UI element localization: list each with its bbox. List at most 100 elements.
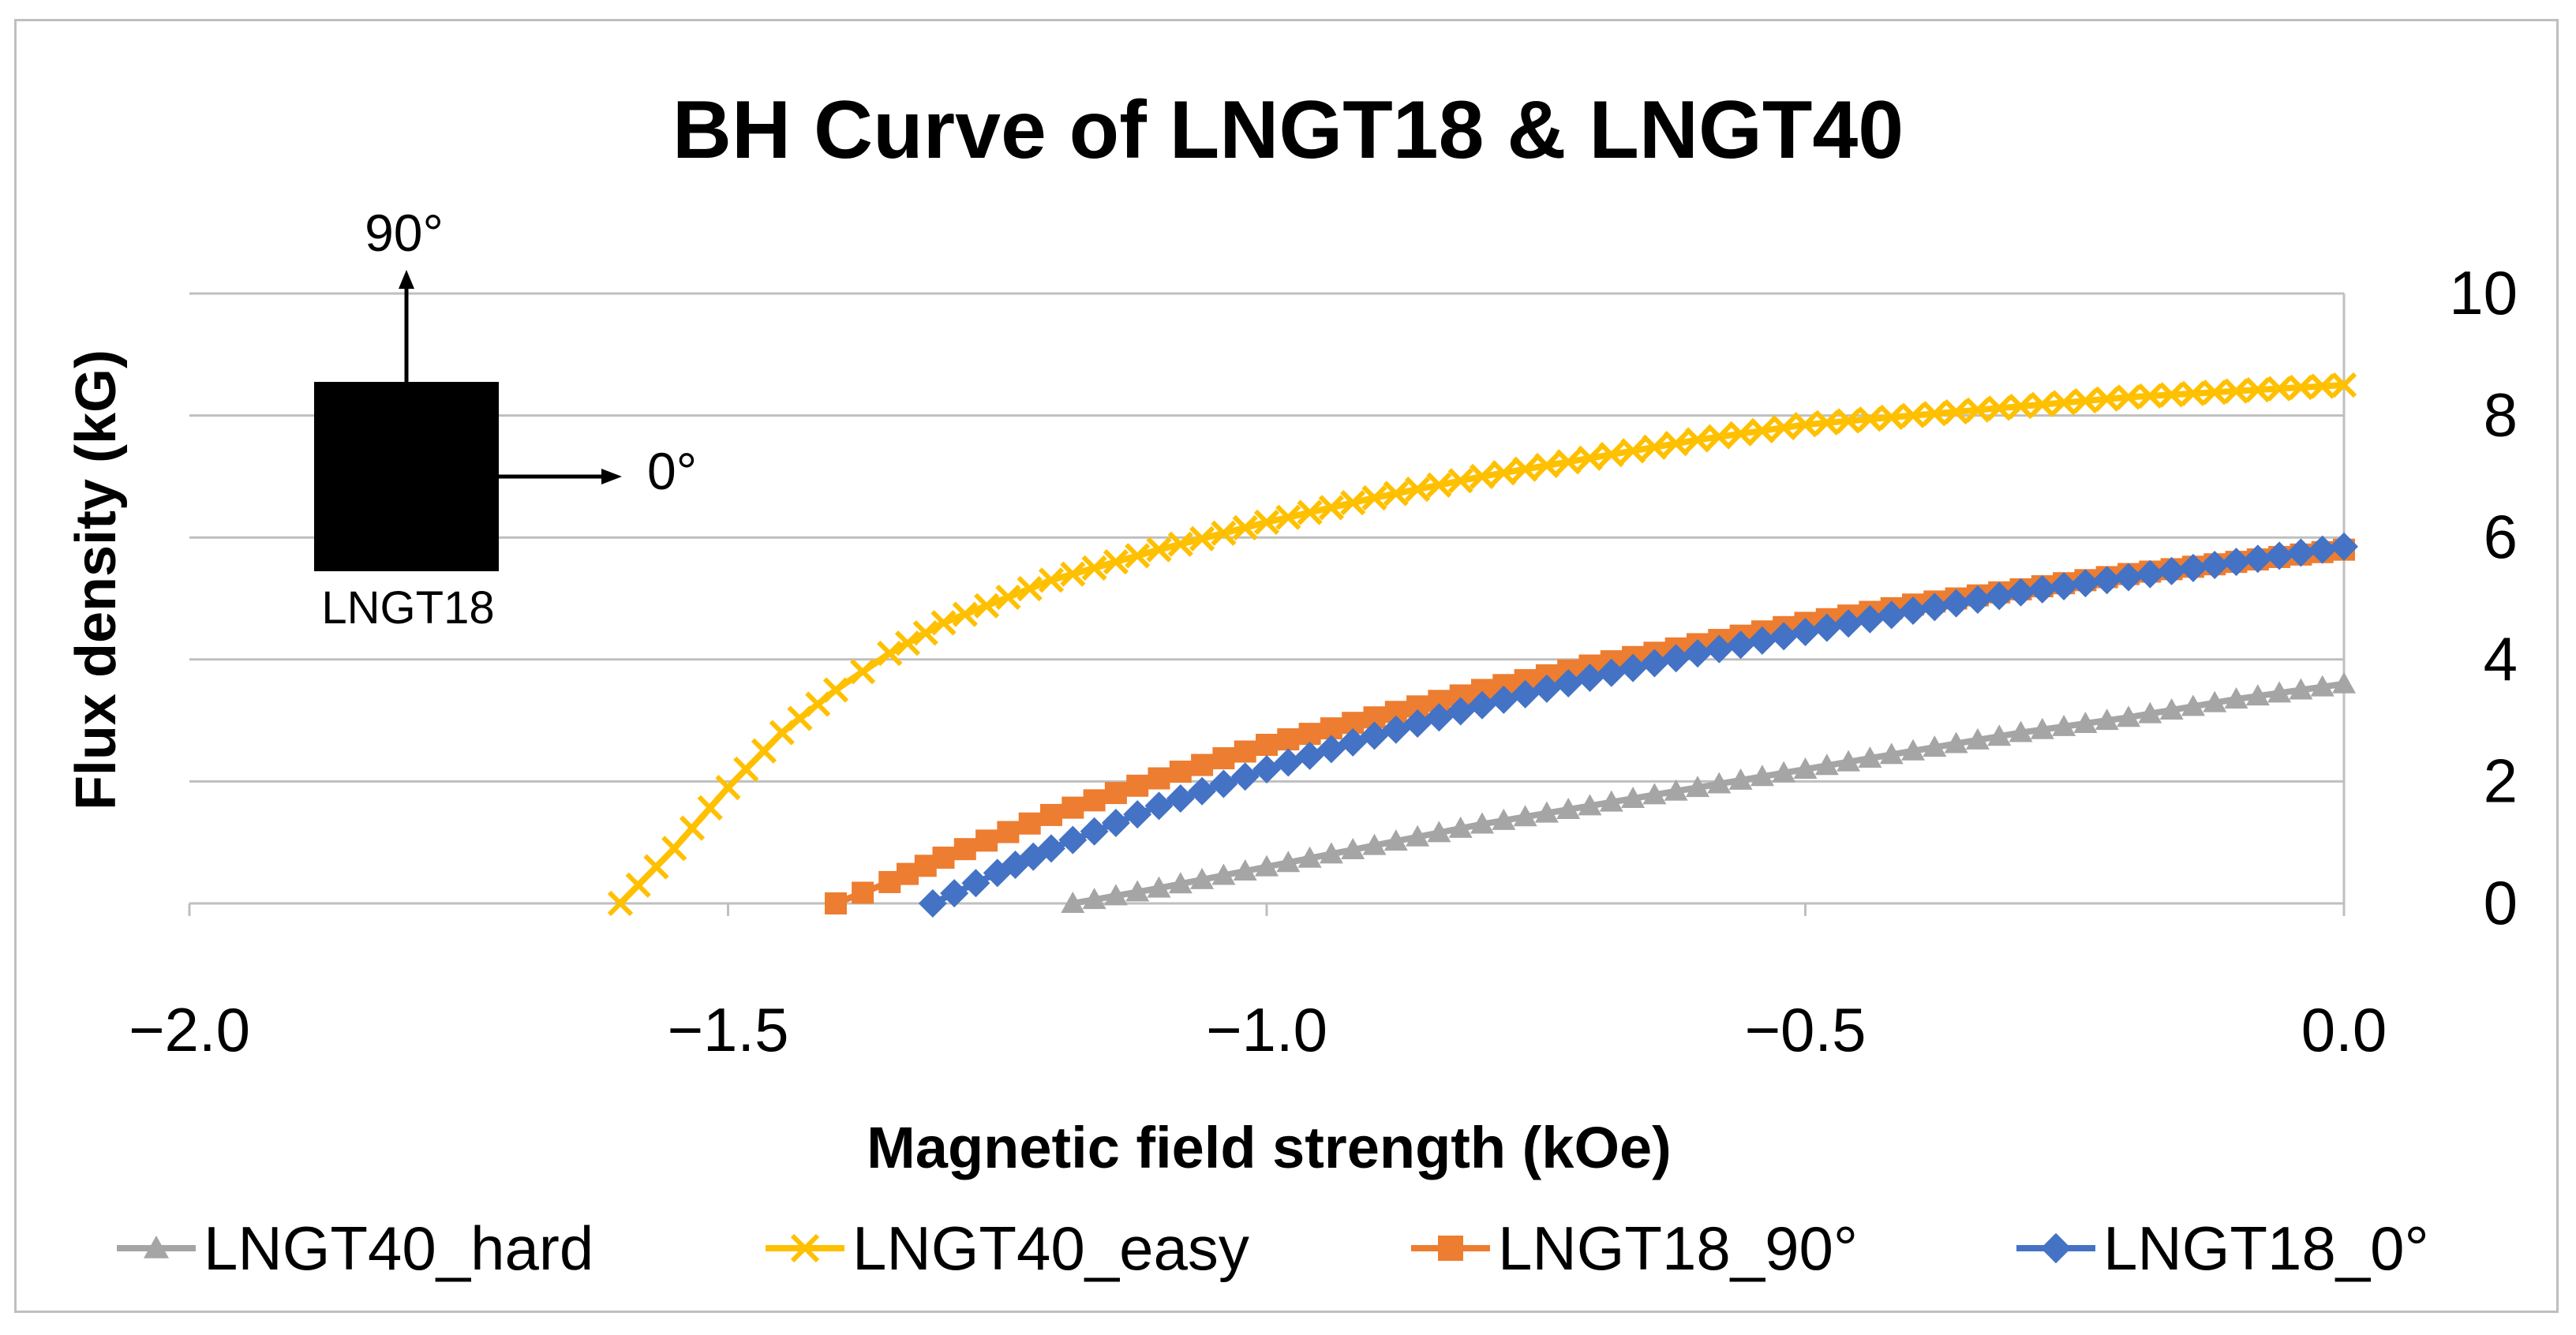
y-tick-label: 10 <box>2449 258 2518 327</box>
data-point-x-stroke <box>2245 377 2271 403</box>
data-point-triangle <box>2181 694 2205 716</box>
data-point-square <box>1234 740 1256 763</box>
axes <box>188 294 2346 916</box>
data-point-x-stroke <box>1038 567 1065 593</box>
data-point-triangle <box>1965 727 1990 750</box>
data-point-x-stroke <box>2159 382 2185 408</box>
data-point-x <box>1189 525 1215 552</box>
data-point-x <box>1125 543 1151 569</box>
data-point-x-stroke <box>2180 380 2207 406</box>
data-point-x <box>2266 376 2293 402</box>
data-point-x <box>973 593 1000 619</box>
data-point-x <box>2331 372 2357 398</box>
data-point-x-stroke <box>2266 376 2293 402</box>
data-point-diamond <box>1230 762 1260 791</box>
data-point-x-stroke <box>1835 408 1862 434</box>
data-point-x-stroke <box>790 1233 820 1263</box>
data-point-x <box>1922 401 1948 427</box>
data-point-x <box>2202 380 2228 406</box>
y-axis-label: Flux density (kG) <box>65 350 128 810</box>
data-point-x-stroke <box>1469 463 1496 490</box>
data-point-x-stroke <box>2115 384 2142 410</box>
data-point-diamond <box>1123 800 1152 829</box>
data-point-triangle <box>2267 681 2292 703</box>
data-point-x <box>894 630 921 656</box>
data-point-triangle <box>2245 684 2270 706</box>
data-point-x <box>930 610 957 636</box>
data-point-x <box>1103 548 1129 575</box>
legend-item: LNGT40_hard <box>117 1213 593 1283</box>
data-point-x-stroke <box>995 584 1021 611</box>
y-tick-label: 0 <box>2484 868 2518 937</box>
data-point-square <box>1083 789 1106 812</box>
data-point-diamond <box>2330 532 2358 561</box>
data-point-triangle <box>1879 742 1904 765</box>
data-point-square <box>1169 761 1192 783</box>
data-point-diamond <box>1769 622 1799 651</box>
data-point-x-stroke <box>1814 409 1840 436</box>
data-point-x <box>822 677 849 703</box>
data-point-triangle <box>1944 731 1968 754</box>
data-point-x <box>1167 531 1193 557</box>
data-point-diamond <box>2071 569 2100 598</box>
x-tick-label: −0.5 <box>1745 995 1866 1064</box>
data-point-x <box>1447 468 1473 494</box>
data-point-x <box>1706 424 1732 450</box>
data-point-triangle <box>1406 825 1430 847</box>
legend-label: LNGT18_90° <box>1498 1213 1858 1283</box>
data-point-diamond <box>1080 817 1109 846</box>
data-point-x-stroke <box>1598 441 1624 468</box>
data-point-square <box>975 829 998 852</box>
data-point-x <box>1533 452 1560 479</box>
data-point-x <box>1771 414 1797 441</box>
data-point-x-stroke <box>1103 548 1129 575</box>
y-tick-label: 2 <box>2484 746 2518 815</box>
data-point-x <box>1146 537 1172 563</box>
data-point-diamond <box>1188 776 1217 806</box>
data-point-triangle <box>2009 720 2033 742</box>
data-point-diamond <box>1166 784 1195 813</box>
data-point-x-stroke <box>697 795 723 821</box>
data-point-x-stroke <box>1361 484 1387 511</box>
data-point-x <box>1900 402 1926 428</box>
legend-item: LNGT18_0° <box>2016 1213 2429 1283</box>
data-point-x-stroke <box>1922 401 1948 427</box>
data-point-x <box>2309 373 2335 399</box>
data-point-x-stroke <box>850 659 876 685</box>
data-point-triangle <box>1319 842 1343 864</box>
data-point-triangle <box>2030 717 2054 739</box>
data-point-square <box>1277 728 1300 751</box>
data-point-triangle <box>1793 757 1818 779</box>
data-point-x-stroke <box>2137 383 2163 409</box>
data-point-triangle <box>1642 783 1667 805</box>
data-point-diamond <box>1425 703 1454 732</box>
data-point-square <box>953 838 976 861</box>
series-lngt40-hard <box>1061 671 2356 913</box>
data-point-x-stroke <box>2202 380 2228 406</box>
data-point-triangle <box>1750 765 1774 787</box>
data-point-x-stroke <box>930 610 957 636</box>
data-point-diamond <box>2308 535 2337 564</box>
data-point-square <box>1298 723 1321 746</box>
data-point-x <box>1792 412 1818 438</box>
data-point-x-stroke <box>822 677 849 703</box>
data-point-triangle <box>1492 808 1516 830</box>
data-point-diamond <box>1791 618 1820 647</box>
data-point-triangle <box>1923 735 1947 757</box>
data-point-square <box>1256 734 1278 757</box>
data-point-diamond <box>2200 550 2230 579</box>
data-point-x <box>1964 397 1991 423</box>
data-point-x <box>2115 384 2142 410</box>
data-point-square <box>1040 803 1062 826</box>
data-point-diamond <box>1855 604 1885 634</box>
data-point-x <box>1297 499 1323 525</box>
data-point-x <box>2008 393 2034 420</box>
legend-label: LNGT18_0° <box>2103 1213 2429 1283</box>
data-point-triangle <box>1987 724 2012 746</box>
data-point-diamond <box>1144 791 1174 821</box>
y-tick-label: 6 <box>2484 502 2518 571</box>
data-point-x-stroke <box>2072 387 2099 414</box>
data-point-x-stroke <box>1964 397 1991 423</box>
lngt18-sample-square <box>314 382 499 571</box>
